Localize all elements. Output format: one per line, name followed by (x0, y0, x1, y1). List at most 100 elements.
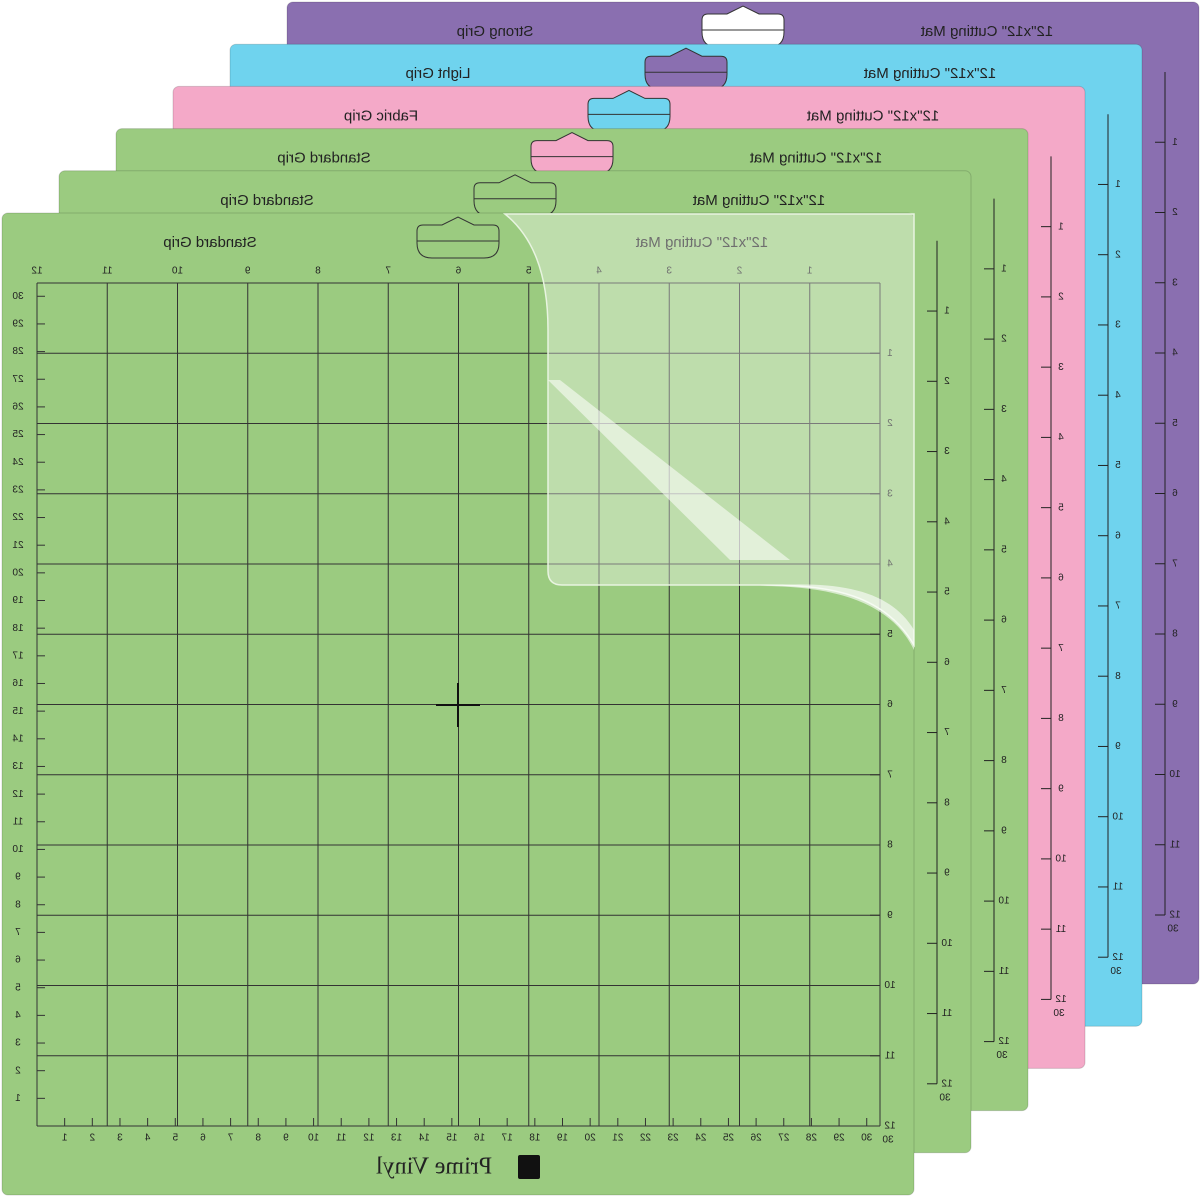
cm-label: 14 (12, 733, 24, 744)
inch-label: 4 (944, 516, 950, 527)
inch-label: 2 (944, 376, 950, 387)
cm-label: 19 (556, 1133, 568, 1144)
inch-label: 5 (944, 587, 950, 598)
cm-label: 4 (144, 1133, 150, 1144)
inch-label: 4 (1115, 390, 1121, 401)
inch-label: 11 (1169, 839, 1180, 850)
inch-label: 2 (1115, 249, 1121, 260)
inch-label: 10 (1055, 854, 1067, 865)
cm-label: 30 (1053, 1008, 1065, 1019)
cm-label: 9 (283, 1133, 289, 1144)
grip-label: Light Grip (405, 65, 470, 82)
inch-label: 1 (944, 306, 950, 317)
cm-label: 30 (939, 1092, 951, 1103)
inch-label: 12 (998, 1036, 1010, 1047)
inch-label: 4 (1058, 432, 1064, 443)
inch-label: 10 (998, 896, 1010, 907)
inch-label: 11 (884, 1050, 895, 1061)
grip-label: Standard Grip (220, 192, 313, 209)
inch-label: 3 (666, 266, 672, 277)
inch-label: 5 (1001, 544, 1007, 555)
cm-label: 10 (308, 1133, 320, 1144)
inch-label: 4 (596, 266, 602, 277)
inch-label: 12 (31, 266, 43, 277)
inch-label: 5 (1115, 460, 1121, 471)
cm-label: 10 (12, 844, 24, 855)
cm-label: 21 (612, 1133, 624, 1144)
cm-label: 21 (12, 540, 24, 551)
inch-label: 6 (1172, 488, 1178, 499)
inch-label: 3 (1172, 277, 1178, 288)
film-curl (760, 584, 914, 650)
cm-label: 28 (12, 346, 24, 357)
cm-label: 5 (172, 1133, 178, 1144)
inch-label: 6 (887, 699, 893, 710)
cm-label: 20 (12, 567, 24, 578)
film-sheet (502, 213, 915, 648)
cm-label: 2 (15, 1065, 21, 1076)
cm-label: 14 (418, 1133, 430, 1144)
film-highlight (548, 380, 790, 560)
inch-label: 8 (1115, 671, 1121, 682)
inch-label: 1 (1001, 263, 1007, 274)
hang-notch (416, 216, 500, 259)
cm-label: 18 (529, 1133, 541, 1144)
cm-label: 15 (446, 1133, 458, 1144)
mat-title: 12"x12" Cutting Mat (863, 65, 996, 82)
inch-label: 9 (944, 868, 950, 879)
cm-label: 22 (12, 512, 24, 523)
cm-label: 19 (12, 595, 24, 606)
grip-label: Fabric Grip (344, 107, 418, 124)
inch-label: 2 (1172, 207, 1178, 218)
inch-label: 1 (1172, 137, 1178, 148)
inch-label: 4 (1001, 474, 1007, 485)
cm-label: 24 (12, 457, 24, 468)
cm-label: 30 (1110, 966, 1122, 977)
inch-label: 8 (315, 266, 321, 277)
cm-label: 11 (336, 1133, 347, 1144)
inch-label: 8 (944, 797, 950, 808)
cm-label: 20 (584, 1133, 596, 1144)
cm-label: 3 (117, 1133, 123, 1144)
inch-label: 11 (941, 1008, 952, 1019)
cm-label: 17 (12, 650, 24, 661)
inch-label: 7 (1172, 558, 1178, 569)
cm-label: 8 (15, 899, 21, 910)
cm-label: 30 (996, 1050, 1008, 1061)
inch-label: 3 (1058, 362, 1064, 373)
cm-label: 17 (501, 1133, 513, 1144)
inch-label: 9 (1172, 699, 1178, 710)
inch-label: 6 (1115, 530, 1121, 541)
inch-label: 12 (1112, 952, 1124, 963)
cm-label: 23 (667, 1133, 679, 1144)
cm-label: 22 (639, 1133, 651, 1144)
inch-label: 10 (172, 266, 184, 277)
inch-label: 4 (887, 559, 893, 570)
cm-label: 26 (750, 1133, 762, 1144)
cm-label: 24 (695, 1133, 707, 1144)
mat-title: 12"x12" Cutting Mat (692, 192, 825, 209)
cm-label: 13 (12, 761, 24, 772)
cm-label: 30 (882, 1135, 894, 1146)
inch-label: 8 (1172, 629, 1178, 640)
inch-label: 3 (887, 488, 893, 499)
inch-label: 2 (1001, 334, 1007, 345)
inch-label: 5 (887, 629, 893, 640)
inch-label: 4 (1172, 348, 1178, 359)
inch-label: 9 (887, 910, 893, 921)
cm-label: 27 (778, 1133, 790, 1144)
cm-label: 15 (12, 706, 24, 717)
grip-label: Strong Grip (457, 23, 534, 40)
inch-label: 12 (1169, 910, 1181, 921)
mat-title: 12"x12" Cutting Mat (920, 23, 1053, 40)
inch-label: 10 (884, 980, 896, 991)
inch-label: 6 (455, 266, 461, 277)
inch-label: 5 (526, 266, 532, 277)
cm-label: 6 (200, 1133, 206, 1144)
inch-label: 8 (887, 840, 893, 851)
inch-label: 5 (1058, 502, 1064, 513)
cm-label: 12 (363, 1133, 375, 1144)
